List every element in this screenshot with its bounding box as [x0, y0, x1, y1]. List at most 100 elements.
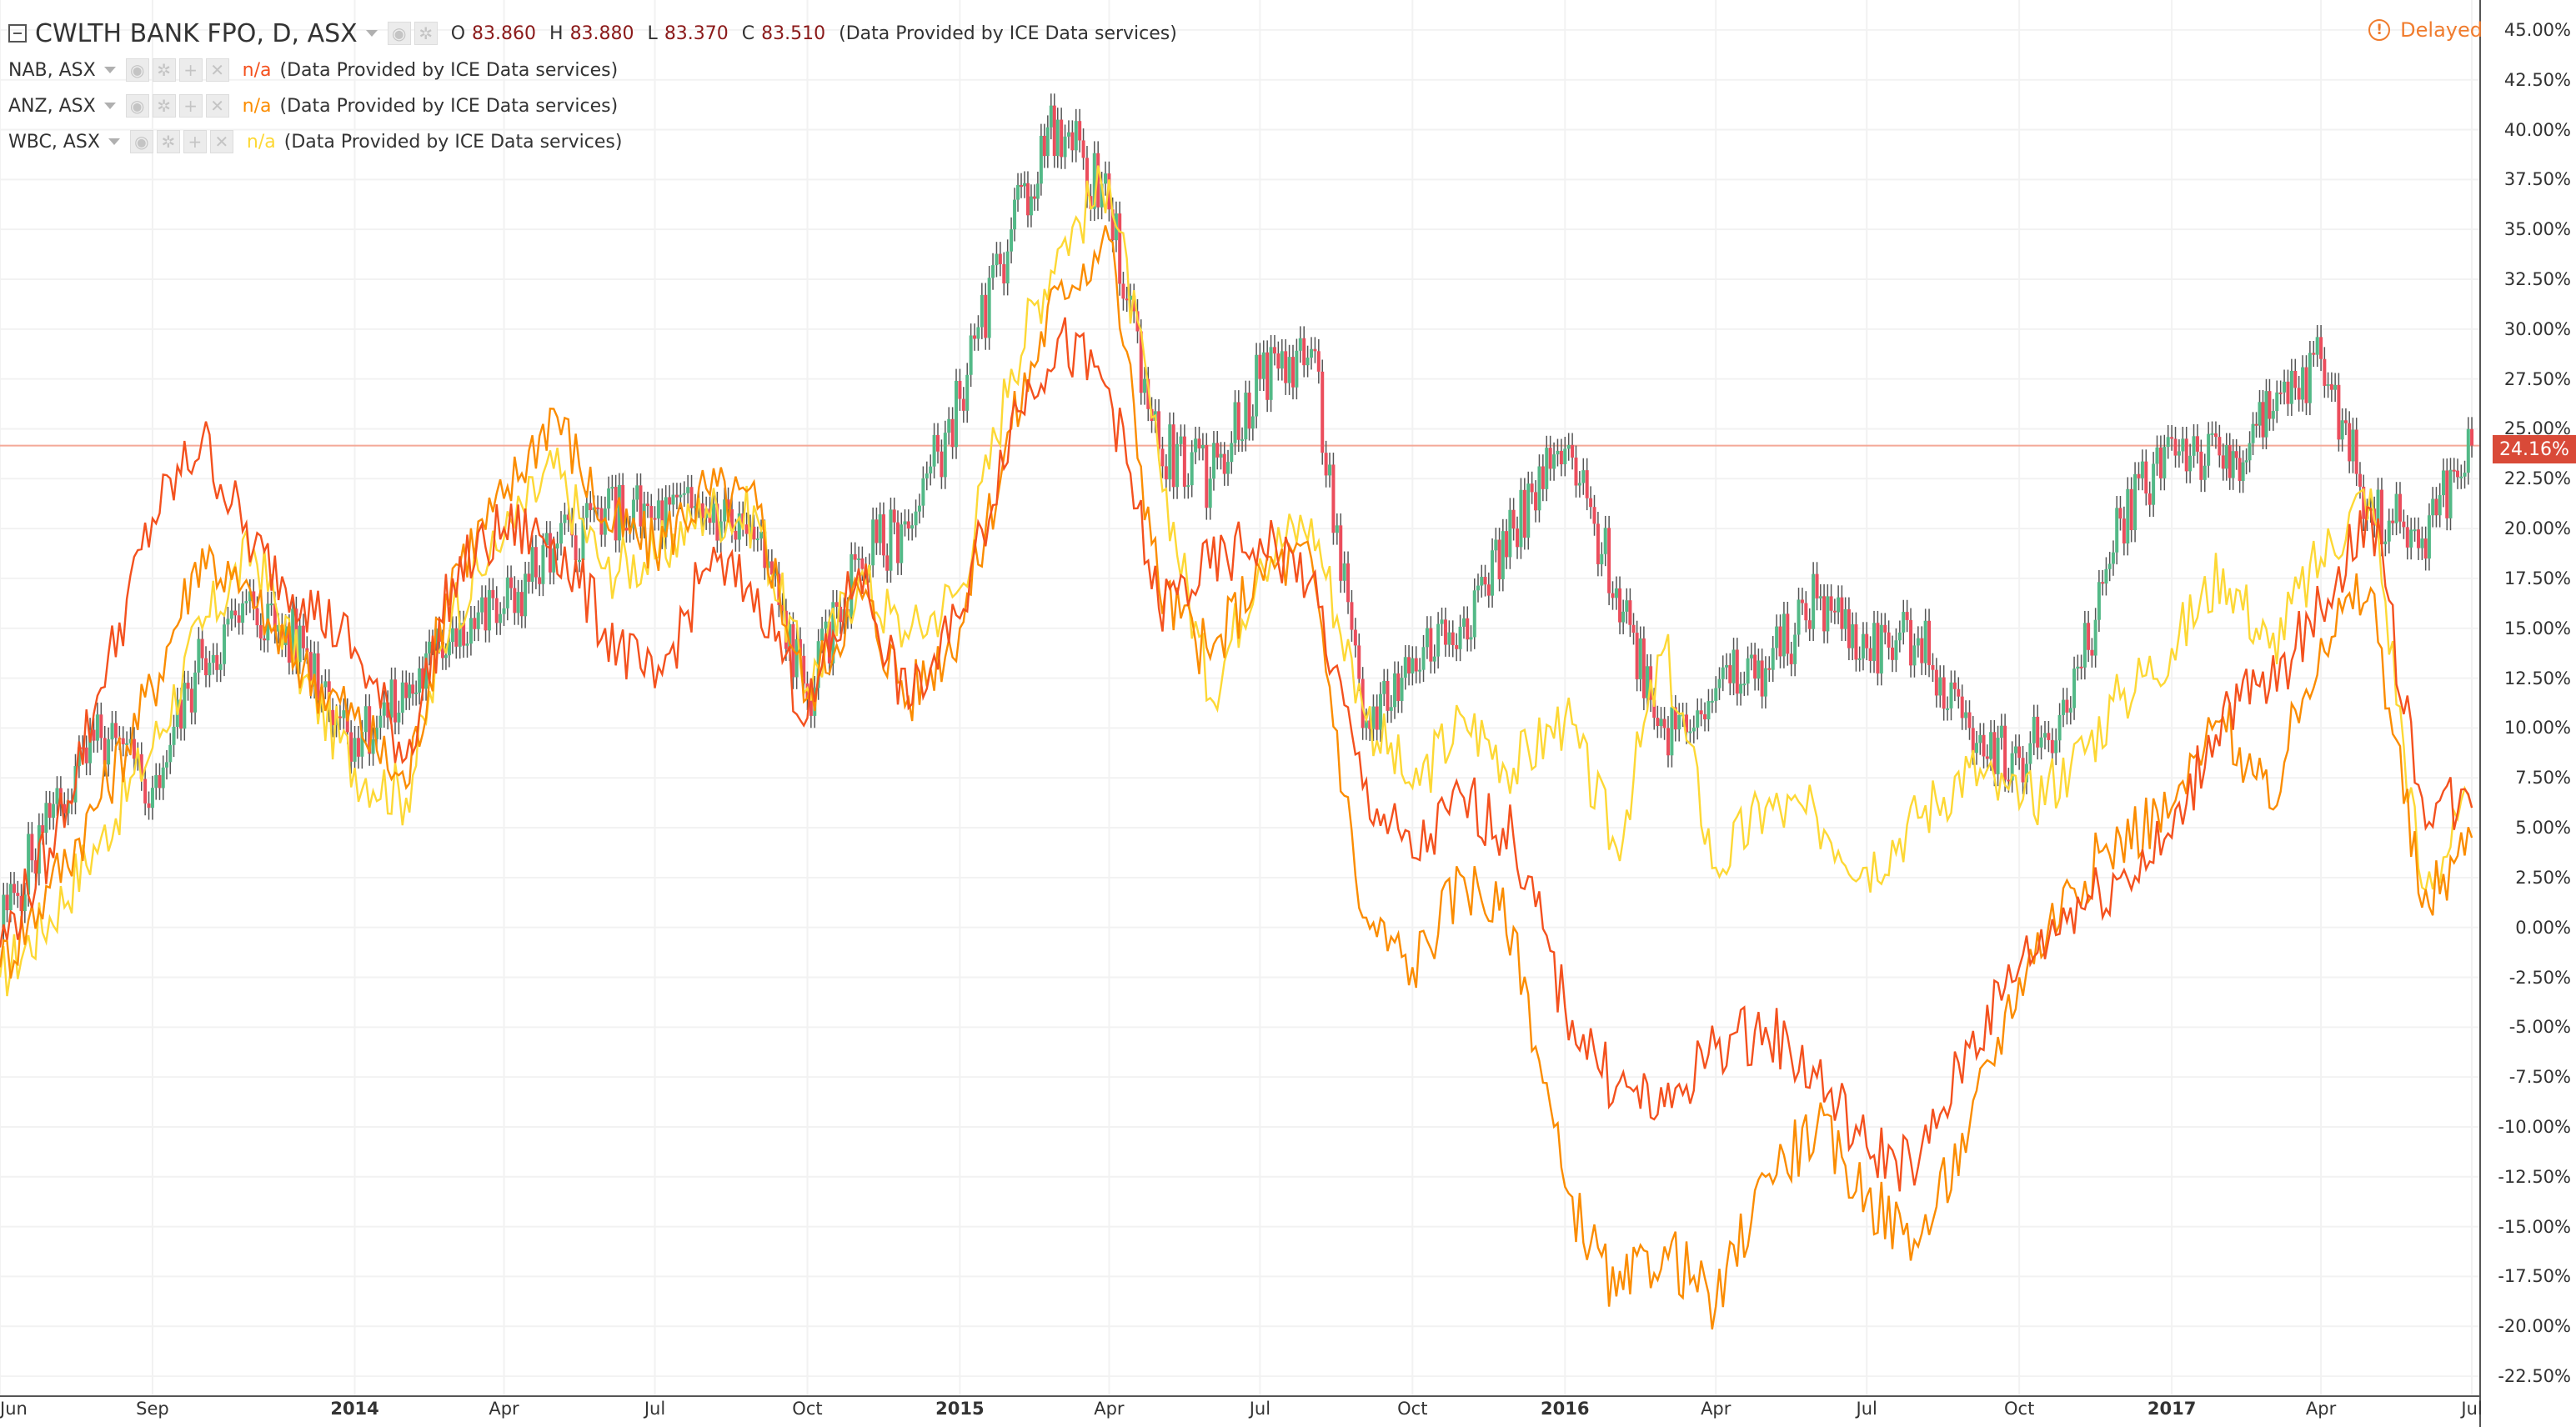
comparison-legend-row: ANZ, ASX ◉ ✲ + ✕ n/a (Data Provided by ICE Dat…: [8, 89, 618, 123]
candle-body: [2210, 433, 2214, 435]
last-value-price-tag: 24.16%: [2493, 435, 2576, 463]
candle-body: [1371, 706, 1376, 729]
candle-body: [1200, 444, 1205, 449]
candle-body: [2173, 438, 2178, 456]
candle-body: [2032, 716, 2036, 744]
candle-body: [1717, 678, 1722, 688]
candle-body: [1160, 448, 1165, 467]
chevron-down-icon[interactable]: [365, 30, 378, 37]
candle-body: [1742, 683, 1747, 686]
close-icon[interactable]: ✕: [205, 94, 229, 118]
ohlc-label: C: [741, 23, 755, 44]
comparison-symbol-name[interactable]: ANZ, ASX: [8, 95, 96, 117]
close-icon[interactable]: ✕: [209, 130, 233, 153]
candle-body: [2391, 520, 2395, 523]
candle-body: [1265, 352, 1270, 400]
candle-body: [849, 553, 854, 618]
candle-body: [1749, 654, 1753, 658]
candle-body: [1537, 466, 1541, 511]
main-symbol-title[interactable]: CWLTH BANK FPO, D, ASX: [35, 18, 358, 48]
candle-body: [660, 500, 664, 538]
candle-body: [1350, 602, 1354, 630]
candle-body: [1757, 660, 1761, 679]
candle-body: [1447, 632, 1451, 645]
y-tick-label: -20.00%: [2498, 1316, 2571, 1337]
y-tick-label: 7.50%: [2515, 768, 2571, 789]
comparison-value: n/a: [242, 59, 272, 81]
close-icon[interactable]: ✕: [205, 58, 229, 82]
candle-body: [1952, 682, 1957, 689]
candle-body: [400, 682, 404, 713]
delayed-status[interactable]: ! Delayed: [2368, 18, 2483, 42]
x-tick-label: Apr: [489, 1399, 519, 1419]
candle-body: [1175, 443, 1180, 488]
plus-icon[interactable]: +: [178, 94, 203, 118]
candle-body: [1280, 351, 1284, 369]
gear-icon[interactable]: ✲: [152, 94, 176, 118]
candle-body: [719, 521, 723, 541]
candle-body: [2289, 370, 2293, 404]
candle-body: [2264, 391, 2268, 438]
candle-body: [308, 652, 313, 687]
candle-body: [1497, 539, 1501, 580]
candle-body: [334, 716, 338, 726]
plus-icon[interactable]: +: [183, 130, 207, 153]
candle-body: [103, 738, 107, 765]
candle-body: [1143, 378, 1147, 393]
y-tick-label: 17.50%: [2503, 568, 2571, 588]
candle-body: [273, 603, 277, 632]
candle-body: [316, 653, 320, 701]
candle-body: [2376, 489, 2380, 526]
gear-icon[interactable]: ✲: [413, 22, 438, 45]
chevron-down-icon[interactable]: [103, 67, 116, 73]
candle-body: [2093, 619, 2097, 656]
candle-body: [371, 739, 375, 754]
candle-body: [1284, 351, 1288, 383]
candle-body: [154, 774, 158, 789]
candle-body: [936, 434, 940, 452]
eye-icon[interactable]: ◉: [125, 94, 149, 118]
candle-body: [1055, 119, 1060, 157]
eye-icon[interactable]: ◉: [129, 130, 153, 153]
comparison-lines: [0, 165, 2473, 1329]
candle-body: [2315, 337, 2319, 355]
candle-body: [581, 518, 585, 561]
y-tick-label: 5.00%: [2515, 818, 2571, 839]
candle-body: [1771, 648, 1775, 670]
candle-body: [2039, 737, 2043, 748]
comparison-symbol-name[interactable]: NAB, ASX: [8, 59, 96, 81]
candle-body: [737, 513, 741, 540]
candle-body: [447, 642, 451, 656]
candle-body: [1607, 528, 1611, 593]
candle-body: [1443, 619, 1447, 645]
candle-body: [780, 604, 784, 611]
series-tools: ◉ ✲ + ✕: [125, 94, 229, 118]
candle-body: [1891, 647, 1895, 660]
candle-body: [2354, 429, 2358, 474]
collapse-legend-icon[interactable]: [8, 24, 27, 43]
candle-body: [287, 626, 291, 663]
plus-icon[interactable]: +: [178, 58, 203, 82]
candle-body: [624, 528, 629, 531]
candle-body: [2416, 529, 2420, 548]
candle-body: [2304, 367, 2308, 403]
candle-body: [980, 294, 984, 328]
candle-body: [1964, 712, 1968, 719]
gear-icon[interactable]: ✲: [152, 58, 176, 82]
x-tick-label: Jul: [1249, 1399, 1271, 1419]
y-tick-label: -2.50%: [2508, 967, 2571, 988]
candle-body: [917, 505, 921, 512]
eye-icon[interactable]: ◉: [125, 58, 149, 82]
x-tick-label: Apr: [2305, 1399, 2337, 1419]
candle-body: [1710, 700, 1714, 703]
chevron-down-icon[interactable]: [103, 103, 116, 109]
chevron-down-icon[interactable]: [108, 138, 120, 145]
comparison-symbol-name[interactable]: WBC, ASX: [8, 131, 100, 153]
candle-body: [454, 628, 459, 647]
ohlc-value: 83.880: [569, 23, 634, 44]
gear-icon[interactable]: ✲: [156, 130, 180, 153]
candle-body: [925, 473, 929, 478]
eye-icon[interactable]: ◉: [387, 22, 411, 45]
candle-body: [2207, 433, 2211, 466]
